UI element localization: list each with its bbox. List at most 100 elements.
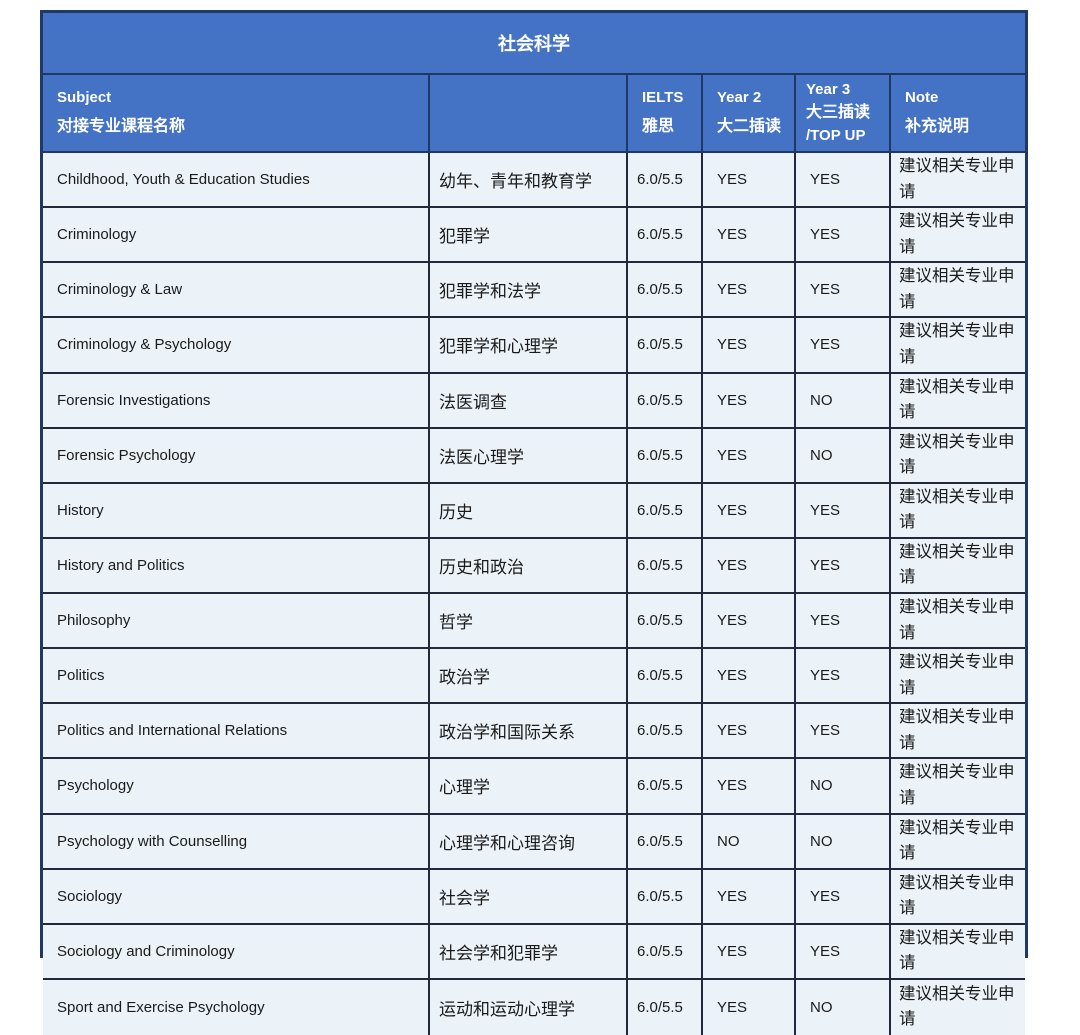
note-cell: 建议相关专业申请 xyxy=(899,763,1015,807)
table-row: History and Politics 历史和政治 6.0/5.5 YES YES 建议… xyxy=(43,538,1025,594)
year3-cell: NO xyxy=(796,373,891,427)
chinese-name-cell: 法医心理学 xyxy=(430,428,628,482)
year2-cell: YES xyxy=(703,594,796,648)
note-cell: 建议相关专业申请 xyxy=(899,432,1015,477)
subject-cell: Politics xyxy=(43,649,430,703)
subject-cell: Philosophy xyxy=(43,594,430,648)
chinese-name-cell: 历史和政治 xyxy=(430,538,628,592)
table-row: Childhood, Youth & Education Studies 幼年、青… xyxy=(43,153,1025,209)
header-subject: Subject 对接专业课程名称 xyxy=(43,75,430,151)
table-row: Criminology & Psychology 犯罪学和心理学 6.0/5.5 YE… xyxy=(43,318,1025,374)
ielts-cell: 6.0/5.5 xyxy=(628,814,703,868)
year2-cell: YES xyxy=(703,208,796,262)
year3-cell: YES xyxy=(796,263,891,317)
chinese-name-cell: 运动和运动心理学 xyxy=(430,979,628,1035)
note-cell: 建议相关专业申请 xyxy=(899,542,1015,587)
year3-cell: NO xyxy=(796,759,891,813)
table-title: 社会科学 xyxy=(43,13,1025,75)
year2-cell: YES xyxy=(703,704,796,758)
table-row: Forensic Investigations 法医调查 6.0/5.5 YES NO 建… xyxy=(43,373,1025,429)
subject-cell: Forensic Psychology xyxy=(43,428,430,482)
ielts-cell: 6.0/5.5 xyxy=(628,318,703,372)
note-cell: 建议相关专业申请 xyxy=(899,377,1015,422)
subject-cell: Forensic Investigations xyxy=(43,373,430,427)
year2-cell: YES xyxy=(703,483,796,537)
ielts-cell: 6.0/5.5 xyxy=(628,153,703,207)
chinese-name-cell: 政治学和国际关系 xyxy=(430,704,628,758)
chinese-name-cell: 政治学 xyxy=(430,649,628,703)
note-cell: 建议相关专业申请 xyxy=(899,818,1015,863)
note-cell: 建议相关专业申请 xyxy=(899,598,1015,642)
subject-cell: Psychology with Counselling xyxy=(43,814,430,868)
year3-cell: YES xyxy=(796,538,891,592)
year2-cell: YES xyxy=(703,318,796,372)
subject-cell: Sociology and Criminology xyxy=(43,924,430,978)
year2-cell: YES xyxy=(703,649,796,703)
note-cell: 建议相关专业申请 xyxy=(899,873,1015,918)
subject-cell: Criminology & Law xyxy=(43,263,430,317)
year3-cell: YES xyxy=(796,704,891,758)
chinese-name-cell: 哲学 xyxy=(430,594,628,648)
ielts-cell: 6.0/5.5 xyxy=(628,759,703,813)
year3-cell: NO xyxy=(796,428,891,482)
subject-cell: Sport and Exercise Psychology xyxy=(43,979,430,1035)
header-year2-zh: 大二插读 xyxy=(717,118,782,136)
chinese-name-cell: 心理学和心理咨询 xyxy=(430,814,628,868)
header-subject-en: Subject xyxy=(57,89,112,107)
course-table: 社会科学 Subject 对接专业课程名称 IELTS 雅思 Year 2 大二… xyxy=(40,10,1028,1035)
table-row: Sport and Exercise Psychology 运动和运动心理学 6.0… xyxy=(43,979,1025,1035)
chinese-name-cell: 幼年、青年和教育学 xyxy=(430,153,628,207)
table-row: Criminology & Law 犯罪学和法学 6.0/5.5 YES YES 建议相关… xyxy=(43,263,1025,319)
header-note: Note 补充说明 xyxy=(891,75,1025,151)
ielts-cell: 6.0/5.5 xyxy=(628,428,703,482)
table-row: Psychology 心理学 6.0/5.5 YES NO 建议相关专业申请 xyxy=(43,759,1025,815)
header-subject-zh: 对接专业课程名称 xyxy=(57,118,186,136)
header-year3-topup: /TOP UP xyxy=(806,127,866,144)
header-ielts: IELTS 雅思 xyxy=(628,75,703,151)
note-cell: 建议相关专业申请 xyxy=(899,322,1015,366)
header-chinese-name xyxy=(430,75,628,151)
ielts-cell: 6.0/5.5 xyxy=(628,373,703,427)
year2-cell: YES xyxy=(703,759,796,813)
ielts-cell: 6.0/5.5 xyxy=(628,483,703,537)
chinese-name-cell: 犯罪学和法学 xyxy=(430,263,628,317)
header-ielts-zh: 雅思 xyxy=(642,118,675,136)
year3-cell: NO xyxy=(796,979,891,1035)
year3-cell: YES xyxy=(796,318,891,372)
table-header-row: Subject 对接专业课程名称 IELTS 雅思 Year 2 大二插读 Ye… xyxy=(43,75,1025,153)
chinese-name-cell: 心理学 xyxy=(430,759,628,813)
ielts-cell: 6.0/5.5 xyxy=(628,538,703,592)
table-row: Politics and International Relations 政治学和… xyxy=(43,704,1025,760)
table-row: History 历史 6.0/5.5 YES YES 建议相关专业申请 xyxy=(43,483,1025,539)
chinese-name-cell: 法医调查 xyxy=(430,373,628,427)
subject-cell: Sociology xyxy=(43,869,430,923)
note-cell: 建议相关专业申请 xyxy=(899,157,1015,201)
ielts-cell: 6.0/5.5 xyxy=(628,869,703,923)
year2-cell: YES xyxy=(703,924,796,978)
table-row: Philosophy 哲学 6.0/5.5 YES YES 建议相关专业申请 xyxy=(43,594,1025,650)
subject-cell: History and Politics xyxy=(43,538,430,592)
table-row: Psychology with Counselling 心理学和心理咨询 6.0/5… xyxy=(43,814,1025,870)
year2-cell: YES xyxy=(703,373,796,427)
note-cell: 建议相关专业申请 xyxy=(899,653,1015,697)
subject-cell: Criminology xyxy=(43,208,430,262)
header-note-zh: 补充说明 xyxy=(905,118,970,136)
header-year3: Year 3 大三插读 /TOP UP xyxy=(796,75,891,151)
year3-cell: YES xyxy=(796,483,891,537)
chinese-name-cell: 社会学 xyxy=(430,869,628,923)
note-cell: 建议相关专业申请 xyxy=(899,267,1015,311)
chinese-name-cell: 犯罪学 xyxy=(430,208,628,262)
year2-cell: YES xyxy=(703,869,796,923)
table-row: Forensic Psychology 法医心理学 6.0/5.5 YES NO 建议相关… xyxy=(43,428,1025,484)
ielts-cell: 6.0/5.5 xyxy=(628,208,703,262)
chinese-name-cell: 社会学和犯罪学 xyxy=(430,924,628,978)
header-ielts-en: IELTS xyxy=(642,89,684,107)
year3-cell: YES xyxy=(796,208,891,262)
table-row: Criminology 犯罪学 6.0/5.5 YES YES 建议相关专业申请 xyxy=(43,208,1025,264)
header-year2: Year 2 大二插读 xyxy=(703,75,796,151)
subject-cell: History xyxy=(43,483,430,537)
year2-cell: NO xyxy=(703,814,796,868)
note-cell: 建议相关专业申请 xyxy=(899,487,1015,532)
note-cell: 建议相关专业申请 xyxy=(899,928,1015,973)
year3-cell: YES xyxy=(796,594,891,648)
